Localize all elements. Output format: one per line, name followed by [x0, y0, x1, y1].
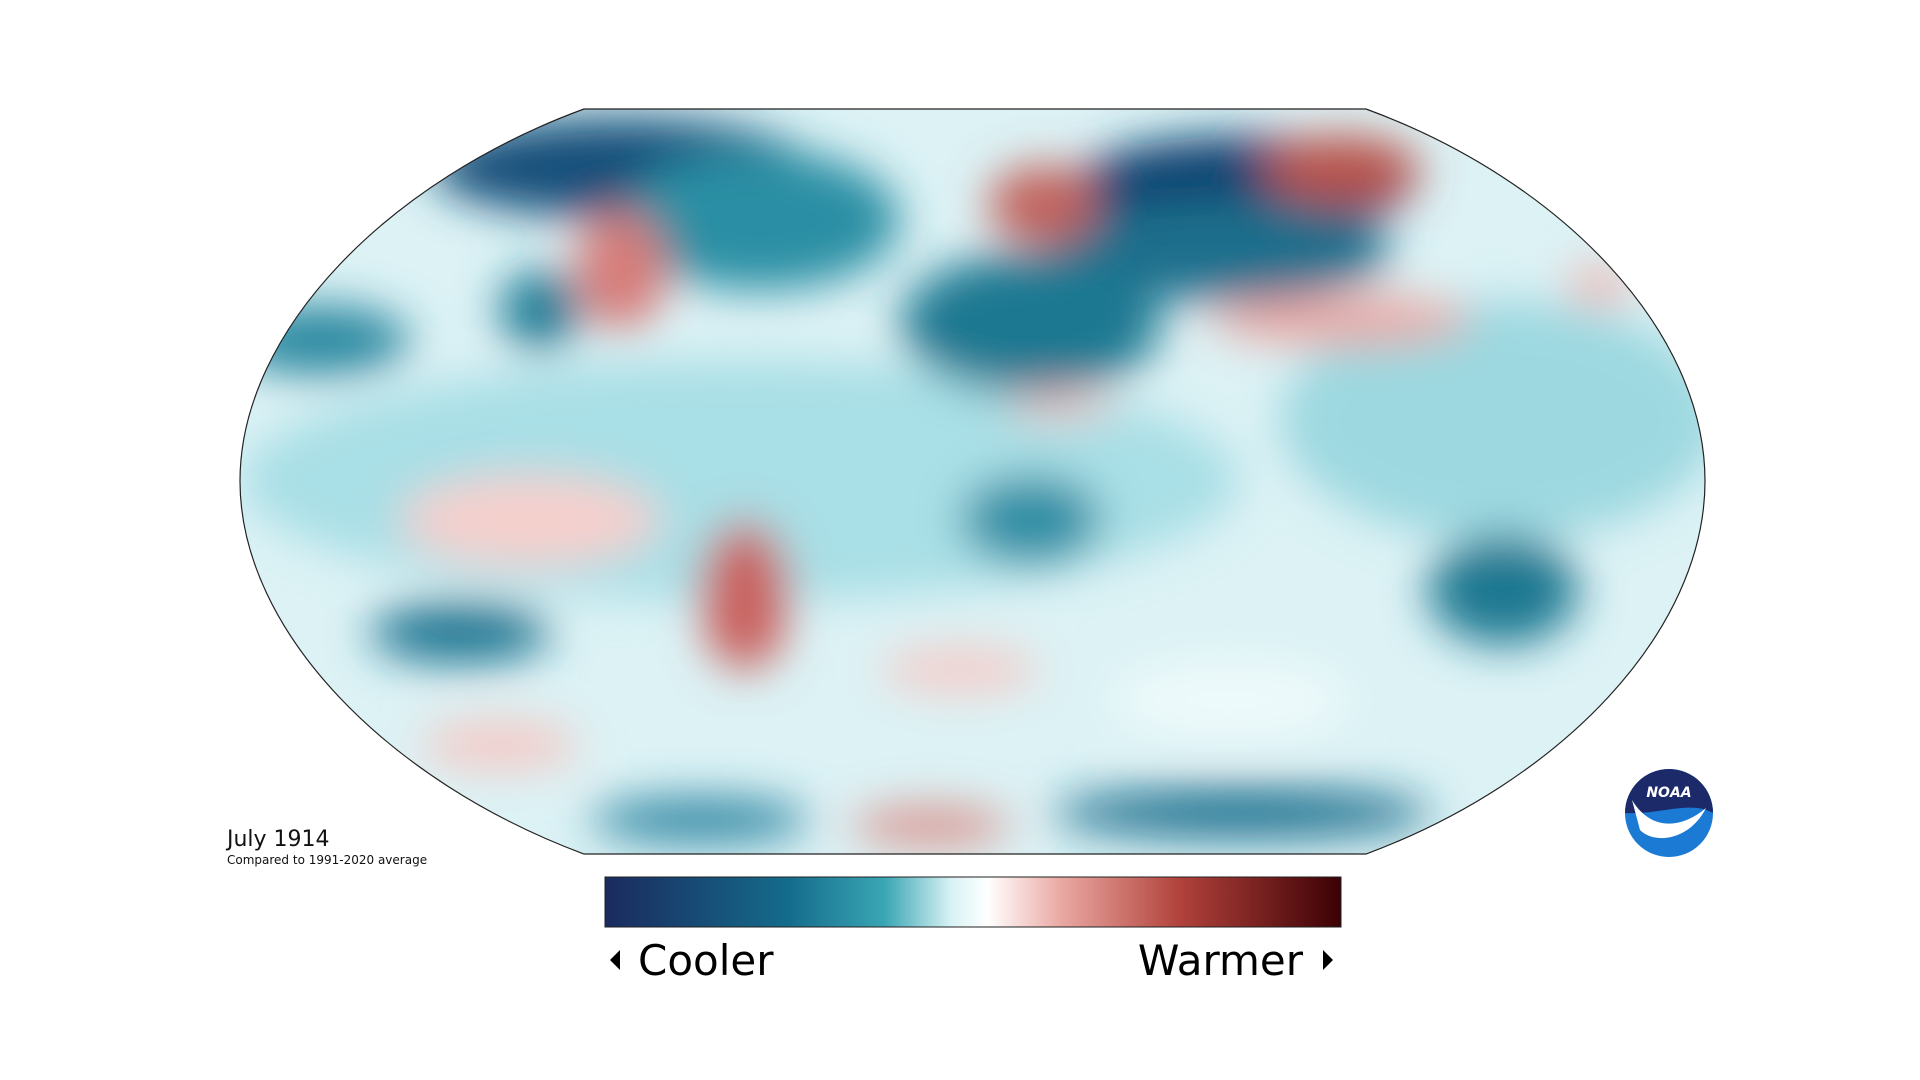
color-bar [604, 876, 1342, 928]
arrow-left [610, 950, 620, 970]
anomaly-map [240, 109, 1705, 854]
noaa-logo: NOAA [1625, 769, 1713, 857]
legend-low: Cooler [638, 936, 774, 985]
map-outline [239, 108, 1706, 855]
map-subtitle: Compared to 1991-2020 average [227, 853, 427, 867]
legend-high: Warmer [1138, 936, 1304, 985]
logo-text: NOAA [1646, 785, 1691, 801]
arrow-right [1323, 950, 1333, 970]
map-title: July 1914 [225, 827, 330, 852]
